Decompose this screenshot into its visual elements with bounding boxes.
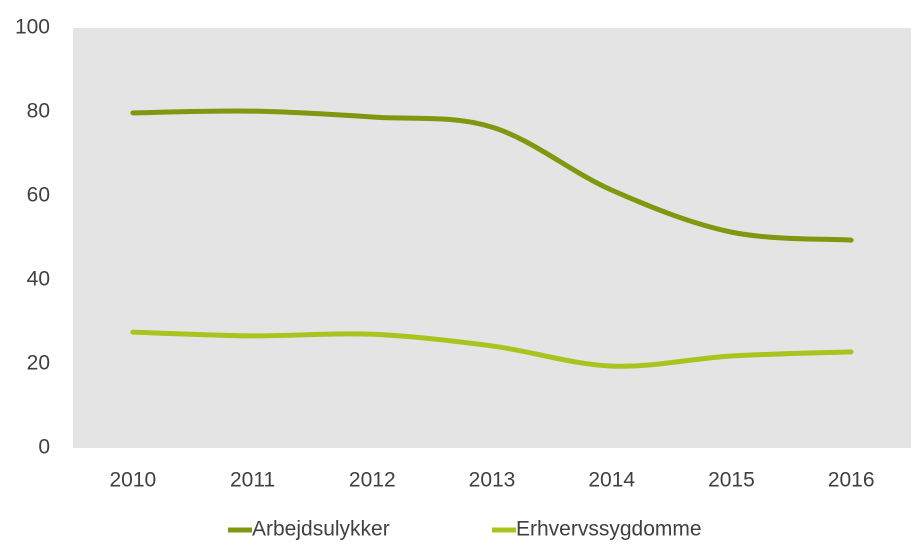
x-tick-label: 2016: [828, 469, 875, 492]
legend-label: Erhvervssygdomme: [516, 518, 702, 541]
y-tick-label: 40: [27, 268, 50, 291]
x-tick-label: 2013: [469, 469, 516, 492]
y-tick-label: 80: [27, 100, 50, 123]
y-tick-label: 100: [15, 16, 50, 39]
y-tick-label: 20: [27, 352, 50, 375]
series-line: [130, 108, 854, 243]
y-tick-label: 0: [38, 436, 50, 459]
x-tick-label: 2010: [109, 469, 156, 492]
y-tick-label: 60: [27, 184, 50, 207]
x-tick-label: 2015: [708, 469, 755, 492]
series-line: [130, 329, 854, 369]
x-tick-label: 2011: [230, 469, 275, 492]
legend-label: Arbejdsulykker: [252, 518, 390, 541]
x-tick-label: 2014: [588, 469, 635, 492]
x-tick-label: 2012: [349, 469, 396, 492]
